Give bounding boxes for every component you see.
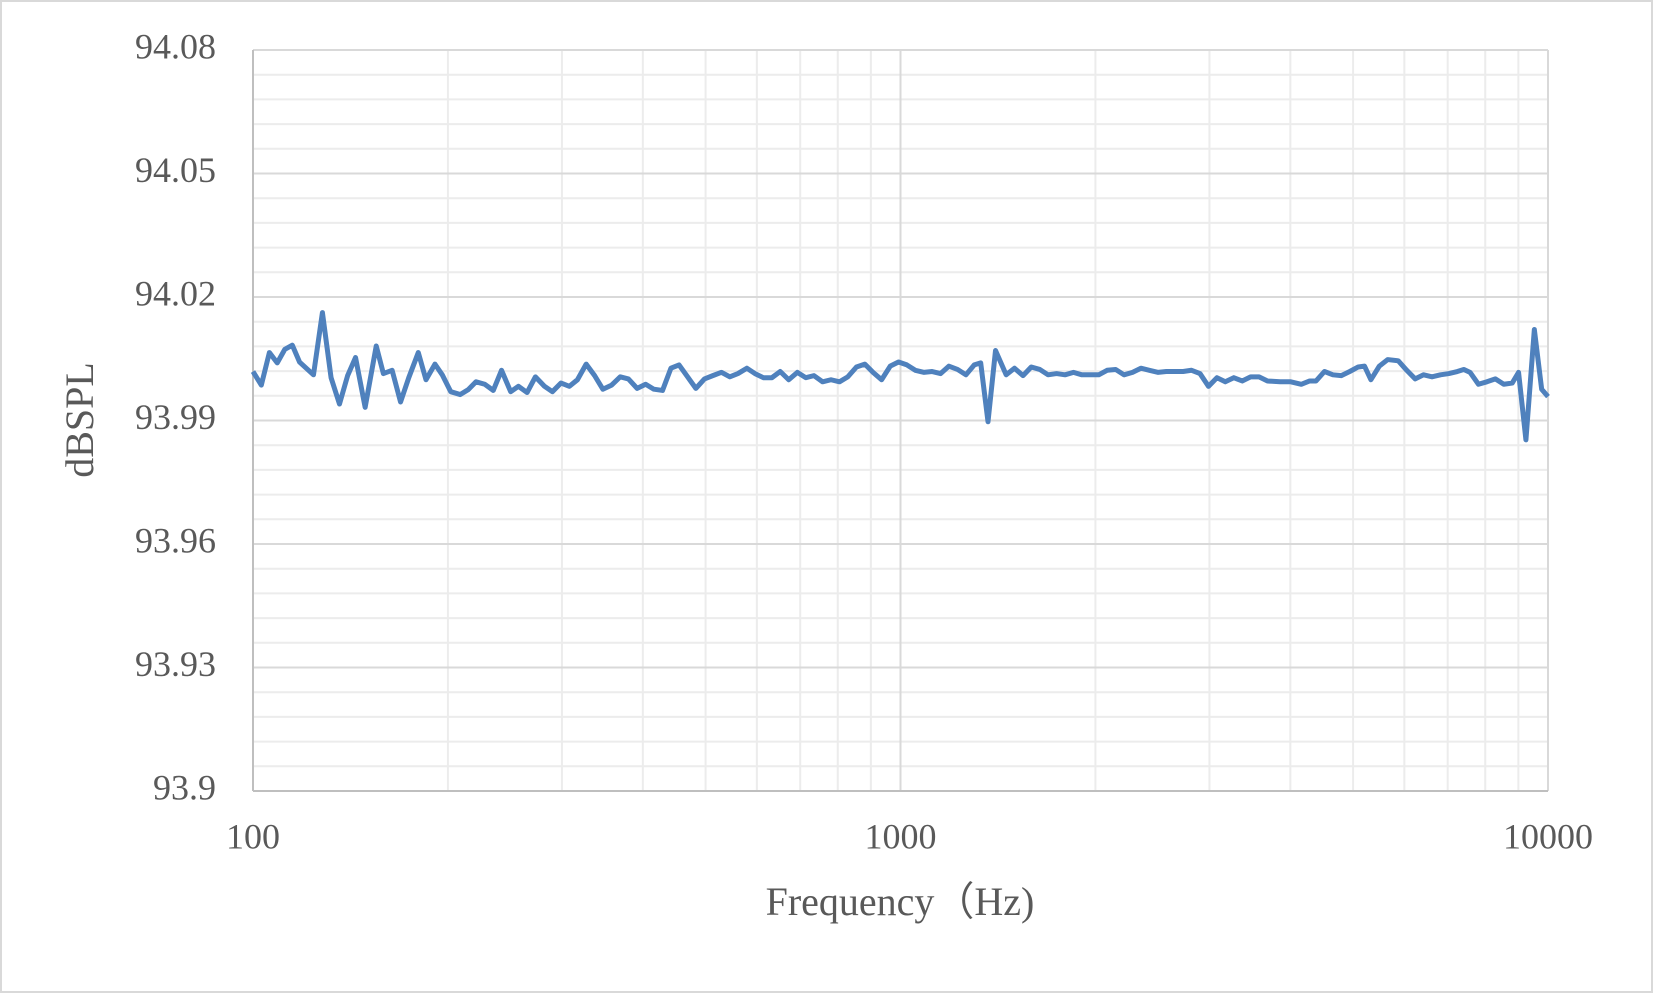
plot [250,310,1550,443]
x-tick-label: 100 [226,816,280,856]
y-tick-label: 93.99 [135,397,216,437]
y-tick-label: 94.05 [135,150,216,190]
x-tick-label: 10000 [1503,816,1593,856]
y-axis-title: dBSPL [57,362,102,478]
y-tick-label: 94.02 [135,273,216,313]
x-axis-title: Frequency（Hz) [766,879,1035,924]
grid [252,49,1549,792]
y-tick-label: 94.08 [135,26,216,66]
y-tick-label: 93.9 [153,767,216,807]
y-tick-label: 93.93 [135,644,216,684]
x-tick-label: 1000 [865,816,937,856]
data-line [250,310,1550,443]
y-tick-label: 93.96 [135,520,216,560]
